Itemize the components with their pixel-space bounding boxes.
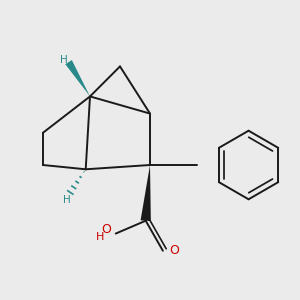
Text: H: H xyxy=(60,55,67,65)
Text: H: H xyxy=(96,232,104,242)
Polygon shape xyxy=(141,165,151,221)
Text: H: H xyxy=(63,195,70,205)
Text: O: O xyxy=(102,223,111,236)
Text: O: O xyxy=(169,244,179,257)
Polygon shape xyxy=(65,60,90,96)
